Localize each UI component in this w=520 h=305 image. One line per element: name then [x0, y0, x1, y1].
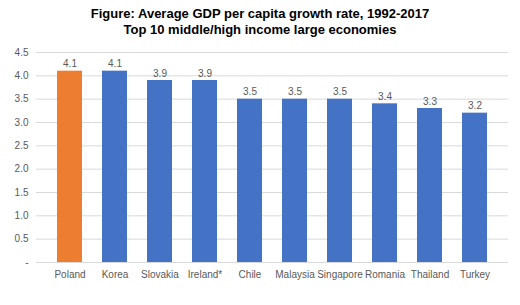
svg-text:3.5: 3.5	[288, 86, 302, 97]
svg-text:4.5: 4.5	[15, 47, 29, 58]
svg-text:3.3: 3.3	[423, 96, 437, 107]
svg-text:Malaysia: Malaysia	[275, 269, 315, 280]
svg-text:-: -	[25, 257, 28, 268]
svg-text:Turkey: Turkey	[460, 269, 490, 280]
svg-text:1.5: 1.5	[15, 187, 29, 198]
svg-text:1.0: 1.0	[15, 210, 29, 221]
svg-text:4.0: 4.0	[15, 70, 29, 81]
svg-text:Korea: Korea	[102, 269, 129, 280]
svg-text:2.5: 2.5	[15, 140, 29, 151]
svg-text:Chile: Chile	[239, 269, 262, 280]
svg-text:4.1: 4.1	[108, 58, 122, 69]
svg-text:Singapore: Singapore	[317, 269, 363, 280]
html-text:Top 10 middle/high income larg: Top 10 middle/high income large economie…	[123, 22, 397, 37]
svg-text:2.0: 2.0	[15, 163, 29, 174]
svg-text:Romania: Romania	[365, 269, 405, 280]
svg-text:Ireland*: Ireland*	[188, 269, 223, 280]
svg-text:3.9: 3.9	[198, 68, 212, 79]
svg-text:3.5: 3.5	[333, 86, 347, 97]
svg-text:0.5: 0.5	[15, 233, 29, 244]
svg-text:3.4: 3.4	[378, 91, 392, 102]
svg-text:Poland: Poland	[54, 269, 85, 280]
svg-text:3.5: 3.5	[15, 93, 29, 104]
svg-text:Thailand: Thailand	[411, 269, 449, 280]
svg-text:Slovakia: Slovakia	[141, 269, 179, 280]
svg-text:3.0: 3.0	[15, 117, 29, 128]
svg-text:3.9: 3.9	[153, 68, 167, 79]
svg-text:3.5: 3.5	[243, 86, 257, 97]
html-text:Figure: Average GDP per capita: Figure: Average GDP per capita growth ra…	[90, 6, 430, 21]
svg-text:3.2: 3.2	[468, 100, 482, 111]
svg-text:4.1: 4.1	[63, 58, 77, 69]
